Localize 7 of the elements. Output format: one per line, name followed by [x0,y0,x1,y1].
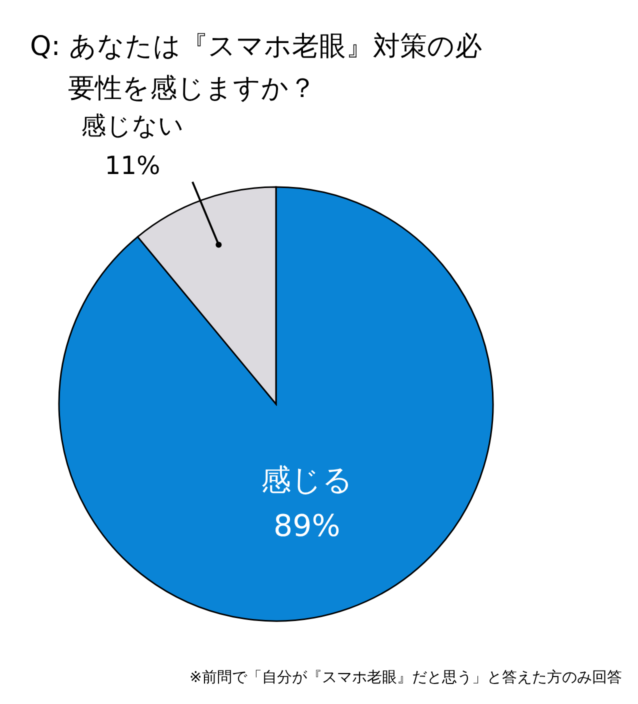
data-label: 89% [274,508,340,544]
data-label: 11% [104,150,160,180]
text: ※前問で「自分が『スマホ老眼』だと思う」と答えた方のみ回答 [189,668,622,686]
pie-slice [58,186,494,622]
slice-label: 感じる [260,462,353,498]
chart-title: Q: あなたは『スマホ老眼』対策の必要性を感じますか？ [30,31,482,104]
slice-label: 感じない [80,110,184,140]
